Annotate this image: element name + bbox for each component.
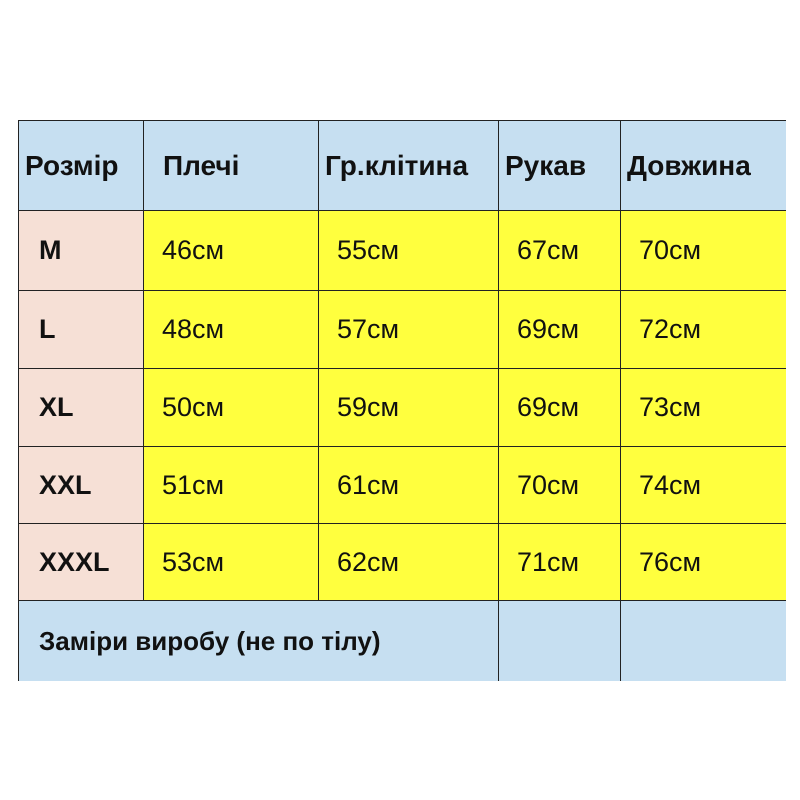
value-chest: 55см xyxy=(319,211,499,291)
value-sleeve: 69см xyxy=(499,369,621,447)
header-length: Довжина xyxy=(621,121,786,211)
size-label: XL xyxy=(19,369,144,447)
value-sleeve: 69см xyxy=(499,291,621,369)
value-chest: 62см xyxy=(319,524,499,601)
value-sleeve: 71см xyxy=(499,524,621,601)
value-shoulders: 51см xyxy=(144,447,319,524)
value-chest: 59см xyxy=(319,369,499,447)
header-sleeve: Рукав xyxy=(499,121,621,211)
value-sleeve: 70см xyxy=(499,447,621,524)
size-label: M xyxy=(19,211,144,291)
value-shoulders: 48см xyxy=(144,291,319,369)
value-shoulders: 46см xyxy=(144,211,319,291)
footer-note: Заміри виробу (не по тілу) xyxy=(19,601,499,681)
size-label: L xyxy=(19,291,144,369)
value-length: 72см xyxy=(621,291,786,369)
value-shoulders: 53см xyxy=(144,524,319,601)
value-chest: 57см xyxy=(319,291,499,369)
size-label: XXL xyxy=(19,447,144,524)
header-size: Розмір xyxy=(19,121,144,211)
header-shoulders: Плечі xyxy=(144,121,319,211)
value-length: 73см xyxy=(621,369,786,447)
footer-empty-cell xyxy=(499,601,621,681)
value-chest: 61см xyxy=(319,447,499,524)
value-length: 70см xyxy=(621,211,786,291)
value-length: 74см xyxy=(621,447,786,524)
value-shoulders: 50см xyxy=(144,369,319,447)
header-chest: Гр.клітина xyxy=(319,121,499,211)
value-length: 76см xyxy=(621,524,786,601)
size-label: XXXL xyxy=(19,524,144,601)
footer-empty-cell xyxy=(621,601,786,681)
value-sleeve: 67см xyxy=(499,211,621,291)
